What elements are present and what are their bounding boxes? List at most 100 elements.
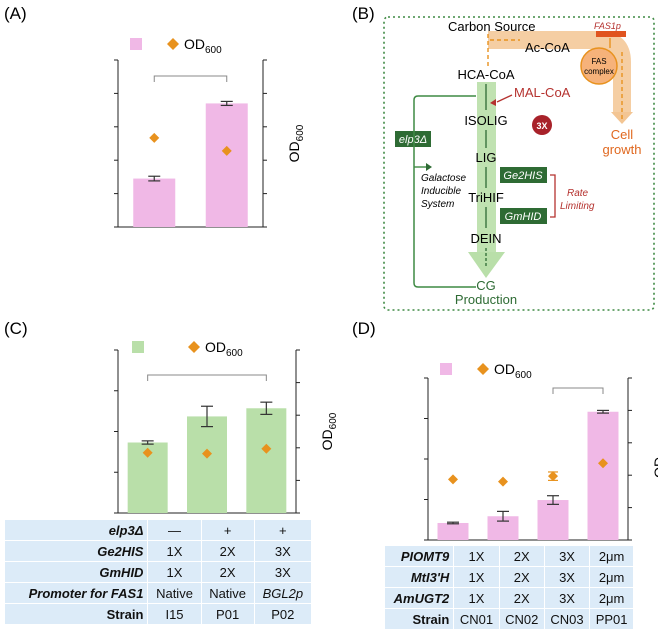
legend-od-sub: 600: [226, 348, 243, 359]
x3-badge: [532, 115, 552, 135]
od-point: [498, 476, 508, 487]
rate-limiting-bracket: [550, 174, 556, 218]
elp3-box: [395, 131, 431, 147]
galactose-bracket: [413, 95, 476, 288]
bar: [246, 408, 287, 513]
legend-label-od: OD600: [184, 36, 222, 56]
bar: [437, 522, 469, 540]
table-row-label: Strain: [383, 608, 455, 630]
significance-bracket: [147, 374, 267, 381]
legend-od-text: OD: [205, 339, 226, 355]
table-cell: 1X: [147, 561, 202, 583]
bar: [487, 516, 519, 540]
od-point: [149, 132, 160, 143]
dein-label: DEIN: [470, 231, 501, 246]
significance-bracket: [153, 75, 228, 82]
od-point: [548, 471, 558, 482]
y2-label-od: OD: [286, 141, 302, 162]
table-cell: 2X: [498, 587, 545, 609]
table-cell: 1X: [453, 566, 500, 588]
table-cell: Native: [147, 582, 202, 604]
table-cell: Native: [200, 582, 255, 604]
table-cell: 1X: [453, 545, 500, 567]
table-cell: CN02: [498, 608, 545, 630]
malcoa-arrow: [496, 94, 513, 103]
legend-od-text: OD: [184, 36, 205, 52]
lig-label: LIG: [476, 150, 497, 165]
elp3-label: elp3Δ: [399, 134, 427, 146]
galactose-label-3: System: [421, 199, 454, 210]
table-cell: 2μm: [589, 566, 634, 588]
table-row-label: elp3Δ: [3, 519, 149, 541]
table-row-label: PIOMT9: [383, 545, 455, 567]
bar: [187, 416, 227, 513]
y2-label-sub: 600: [328, 412, 339, 429]
galactose-label-1: Galactose: [421, 173, 466, 184]
fas1p-label: FAS1p: [594, 21, 621, 31]
table-row-label: GmHID: [3, 561, 149, 583]
bar: [205, 103, 248, 227]
legend-label-od: OD600: [494, 361, 532, 381]
strain-table-d: PIOMT9 1X 2X 3X 2μm MtI3'H 1X 2X 3X 2μm AmUGT2 1X 2X…: [383, 545, 634, 630]
legend-od-text: OD: [494, 361, 515, 377]
y2-label-sub: 600: [295, 124, 306, 141]
significance-bracket: [552, 387, 604, 394]
table-row: AmUGT2 1X 2X 3X 2μm: [383, 587, 634, 609]
table-cell: I15: [147, 603, 202, 625]
od-point: [142, 447, 153, 458]
ge2his-label: Ge2HIS: [503, 170, 543, 182]
table-cell: P01: [200, 603, 255, 625]
od-point: [202, 448, 212, 459]
legend-swatch-bar: [132, 341, 144, 353]
od-point: [598, 458, 608, 469]
legend-swatch-bar: [440, 363, 452, 375]
legend-od-sub: 600: [515, 370, 532, 381]
x3-label: 3X: [536, 121, 547, 131]
rate-limiting-label-1: Rate: [567, 188, 589, 199]
trihif-label: TriHIF: [468, 190, 504, 205]
fas-complex-label-2: complex: [584, 67, 614, 76]
table-row: Ge2HIS 1X 2X 3X: [3, 540, 313, 562]
panel-label-b: (B): [352, 4, 375, 23]
ac-coa-label: Ac-CoA: [525, 40, 570, 55]
table-cell: CN01: [453, 608, 500, 630]
panel-label-d: (D): [352, 319, 376, 338]
table-row: MtI3'H 1X 2X 3X 2μm: [383, 566, 634, 588]
table-row-label: Strain: [3, 603, 149, 625]
panel-label-c: (C): [4, 319, 28, 338]
cell-growth-label-1: Cell: [611, 127, 634, 142]
table-row: elp3Δ — + +: [3, 519, 313, 541]
table-cell: PP01: [589, 608, 634, 630]
strain-table-c: elp3Δ — + + Ge2HIS 1X 2X 3X GmHID 1X 2X 3X Promoter …: [3, 519, 313, 625]
fas1p-bar: [596, 31, 626, 37]
gmhid-box: [500, 208, 547, 224]
galactose-pointer-head: [426, 163, 432, 171]
pathway-diagram: Carbon Source Ac-CoA FAS1p FAS complex C…: [383, 16, 655, 311]
isolig-label: ISOLIG: [464, 113, 507, 128]
table-row-label: Promoter for FAS1: [3, 582, 149, 604]
table-cell: BGL2p: [253, 582, 313, 604]
table-cell: 1X: [147, 540, 202, 562]
table-cell: 3X: [543, 545, 591, 567]
table-cell: 2X: [498, 545, 545, 567]
od-point: [448, 474, 458, 485]
malcoa-arrow-head: [490, 99, 496, 106]
legend-label-od: OD600: [205, 339, 243, 359]
table-cell: 2μm: [589, 587, 634, 609]
legend-od-sub: 600: [205, 45, 222, 56]
y2-label-od: OD: [651, 457, 658, 478]
bar: [537, 500, 569, 540]
table-row: GmHID 1X 2X 3X: [3, 561, 313, 583]
table-cell: —: [147, 519, 202, 541]
legend-swatch-od: [477, 363, 489, 375]
table-cell: 2X: [200, 540, 255, 562]
gmhid-label: GmHID: [505, 211, 542, 223]
bar: [133, 178, 176, 227]
cg-production-label-1: CG: [476, 278, 496, 293]
table-cell: 3X: [543, 566, 591, 588]
table-cell: 2μm: [589, 545, 634, 567]
table-cell: 1X: [453, 587, 500, 609]
legend-swatch-od: [188, 341, 200, 353]
